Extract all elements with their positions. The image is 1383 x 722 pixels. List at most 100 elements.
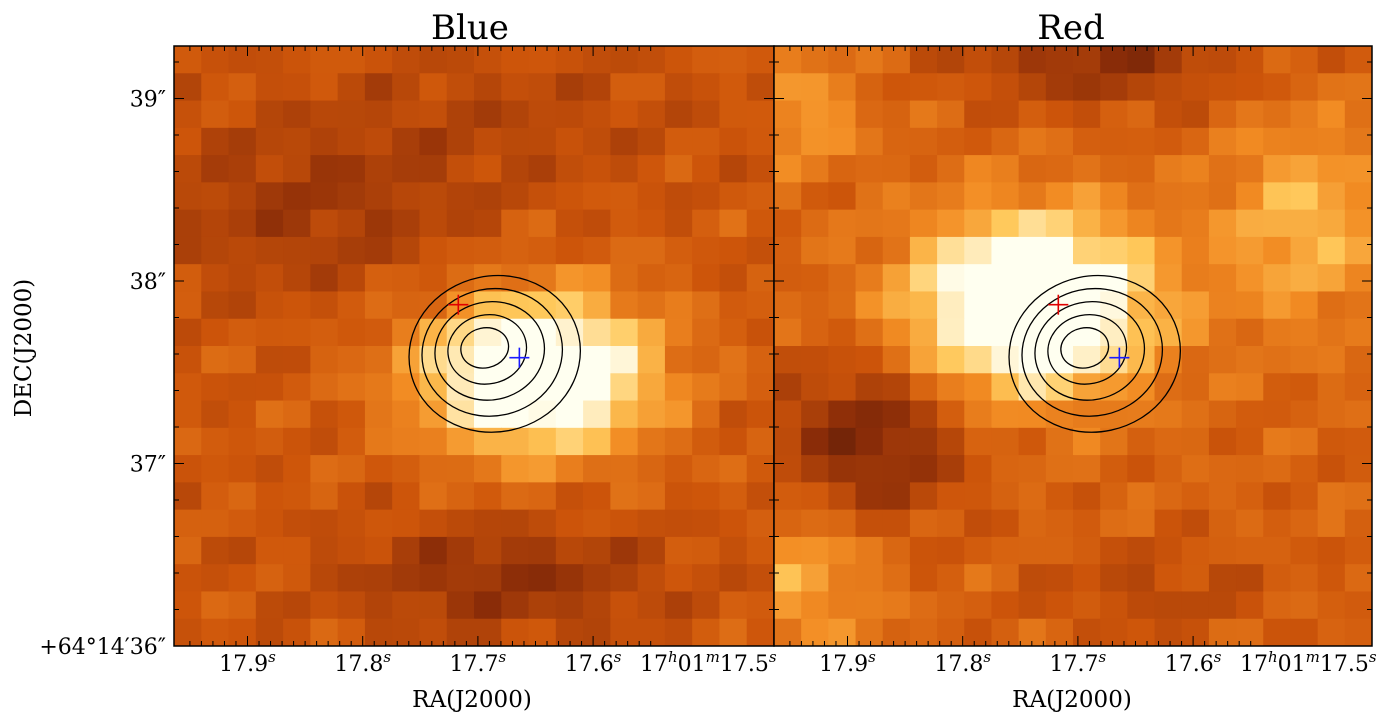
heatmap-cell	[1263, 373, 1292, 402]
heatmap-cell	[637, 236, 666, 265]
heatmap-cell	[228, 236, 257, 265]
heatmap-cell	[255, 509, 284, 538]
x-tick-label: 17h01m17.5s	[640, 648, 777, 677]
heatmap-cell	[310, 509, 339, 538]
heatmap-cell	[419, 455, 448, 483]
heatmap-cell	[610, 564, 639, 593]
heatmap-cell	[1181, 127, 1210, 156]
heatmap-cell	[909, 427, 938, 456]
heatmap-cell	[174, 536, 202, 565]
heatmap-cell	[1317, 509, 1346, 538]
heatmap-cell	[1317, 264, 1346, 293]
heatmap-cell	[964, 318, 993, 347]
heatmap-cell	[637, 618, 666, 646]
heatmap-cell	[964, 427, 993, 456]
heatmap-cell	[1344, 509, 1372, 538]
heatmap-cell	[774, 618, 802, 646]
heatmap-cell	[1344, 236, 1372, 265]
heatmap-cell	[1263, 318, 1292, 347]
heatmap-cell	[637, 482, 666, 511]
heatmap-cell	[855, 400, 884, 429]
heatmap-cell	[801, 264, 829, 293]
heatmap-cell	[1073, 346, 1101, 374]
heatmap-cell	[801, 536, 829, 565]
heatmap-cell	[1290, 100, 1319, 129]
heatmap-cell	[1344, 618, 1372, 646]
heatmap-cell	[528, 591, 557, 620]
heatmap-cell	[283, 536, 311, 565]
heatmap-cell	[446, 182, 475, 211]
contour-level	[1008, 274, 1182, 433]
heatmap-cell	[610, 318, 639, 347]
heatmap-cell	[774, 182, 802, 211]
heatmap-cell	[664, 482, 693, 511]
heatmap-cell	[364, 591, 393, 620]
heatmap-cell	[937, 73, 965, 102]
heatmap-cell	[1181, 536, 1210, 565]
heatmap-cell	[882, 73, 911, 102]
heatmap-cell	[1290, 155, 1319, 183]
heatmap-cell	[1100, 236, 1128, 265]
heatmap-cell	[664, 591, 693, 620]
heatmap-cell	[310, 346, 339, 374]
heatmap-cell	[255, 209, 284, 238]
heatmap-cell	[310, 264, 339, 293]
heatmap-cell	[501, 155, 530, 183]
heatmap-cell	[1344, 155, 1372, 183]
heatmap-cell	[1127, 400, 1156, 429]
heatmap-cell	[1263, 155, 1292, 183]
heatmap-cell	[909, 618, 938, 646]
heatmap-cell	[1263, 236, 1292, 265]
heatmap-cell	[1263, 427, 1292, 456]
heatmap-cell	[882, 127, 911, 156]
heatmap-cell	[937, 236, 965, 265]
heatmap-cell	[1154, 482, 1183, 511]
heatmap-cell	[801, 127, 829, 156]
heatmap-cell	[692, 482, 721, 511]
heatmap-cell	[392, 264, 421, 293]
heatmap-cell	[909, 155, 938, 183]
heatmap-cell	[1236, 591, 1264, 620]
heatmap-cell	[1317, 346, 1346, 374]
heatmap-cell	[201, 318, 230, 347]
heatmap-cell	[1263, 564, 1292, 593]
heatmap-cell	[882, 100, 911, 129]
heatmap-cell	[419, 509, 448, 538]
heatmap-cell	[637, 427, 666, 456]
heatmap-cell	[991, 591, 1020, 620]
heatmap-cell	[1154, 264, 1183, 293]
heatmap-cell	[1045, 73, 1074, 102]
heatmap-cell	[228, 373, 257, 402]
heatmap-cell	[964, 100, 993, 129]
heatmap-cell	[801, 509, 829, 538]
heatmap-cell	[637, 591, 666, 620]
heatmap-cell	[1263, 346, 1292, 374]
heatmap-cell	[1344, 264, 1372, 293]
heatmap-cell	[201, 455, 230, 483]
heatmap-cell	[991, 264, 1020, 293]
heatmap-cell	[1018, 209, 1047, 238]
heatmap-cell	[882, 564, 911, 593]
heatmap-cell	[1290, 291, 1319, 320]
heatmap-cell	[364, 482, 393, 511]
heatmap-cell	[1317, 318, 1346, 347]
contour-level	[1034, 300, 1146, 401]
heatmap-cell	[283, 482, 311, 511]
heatmap-cell	[283, 400, 311, 429]
heatmap-cell	[719, 346, 748, 374]
heatmap-cell	[964, 400, 993, 429]
heatmap-cell	[610, 373, 639, 402]
heatmap-cell	[1073, 318, 1101, 347]
heatmap-cell	[419, 209, 448, 238]
x-tick-label: 17.8s	[934, 648, 991, 677]
heatmap-cell	[1236, 291, 1264, 320]
heatmap-cell	[1208, 236, 1237, 265]
heatmap-cell	[855, 482, 884, 511]
heatmap-cell	[774, 536, 802, 565]
heatmap-cell	[283, 100, 311, 129]
heatmap-cell	[1208, 46, 1237, 74]
heatmap-cell	[555, 236, 584, 265]
heatmap-cell	[201, 182, 230, 211]
heatmap-cell	[828, 291, 857, 320]
heatmap-cell	[964, 46, 993, 74]
